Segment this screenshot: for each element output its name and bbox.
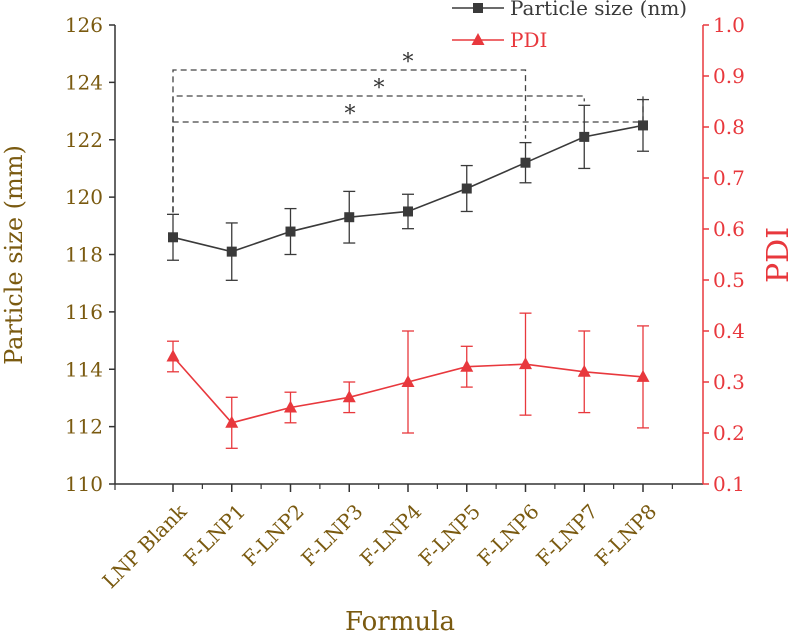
left-axis-tick-label: 116: [65, 300, 103, 324]
legend-marker-triangle: [471, 33, 485, 45]
left-axis-tick-label: 110: [65, 472, 103, 496]
data-point-square: [168, 232, 178, 243]
left-axis-tick-label: 120: [65, 185, 103, 209]
data-point-square: [226, 246, 237, 257]
x-axis-tick-label: F-LNP7: [531, 499, 602, 570]
right-axis-title: PDI: [761, 227, 796, 283]
x-axis-tick-label: F-LNP3: [296, 499, 367, 570]
x-axis-tick-label: F-LNP4: [355, 499, 426, 570]
significance-marker: *: [374, 76, 385, 101]
data-point-square: [285, 226, 296, 237]
right-axis-tick-label: 0.5: [713, 268, 745, 292]
data-point-triangle: [460, 359, 474, 372]
x-axis-tick-label: F-LNP6: [473, 499, 544, 570]
left-axis-tick-label: 112: [65, 415, 103, 439]
data-point-triangle: [636, 369, 650, 382]
x-axis-title: Formula: [345, 607, 455, 637]
x-axis-tick-label: F-LNP5: [414, 499, 485, 570]
data-point-square: [461, 183, 472, 194]
x-axis-tick-label: F-LNP8: [590, 499, 661, 570]
right-axis-tick-label: 0.6: [713, 217, 745, 241]
legend-marker-square: [473, 3, 483, 13]
x-axis-tick-label: F-LNP2: [238, 499, 309, 570]
legend-label: PDI: [510, 28, 547, 52]
right-axis-tick-label: 0.9: [713, 64, 745, 88]
data-point-square: [638, 120, 648, 131]
x-axis-tick-label: LNP Blank: [98, 499, 192, 593]
significance-bracket: [172, 95, 585, 213]
significance-marker: *: [403, 50, 414, 75]
data-point-triangle: [401, 375, 415, 387]
data-point-triangle: [284, 400, 297, 413]
data-point-triangle: [166, 349, 180, 362]
data-point-square: [579, 131, 590, 142]
data-point-square: [344, 212, 355, 223]
right-axis-tick-label: 0.8: [713, 115, 745, 139]
left-axis-tick-label: 122: [65, 128, 103, 152]
legend-label: Particle size (nm): [510, 0, 687, 20]
right-axis-tick-label: 0.1: [713, 472, 745, 496]
significance-marker: *: [345, 102, 356, 127]
x-axis-tick-label: F-LNP1: [179, 499, 250, 570]
data-point-square: [520, 157, 531, 168]
right-axis-tick-label: 0.2: [713, 421, 745, 445]
right-axis-tick-label: 0.4: [713, 319, 745, 343]
left-axis-tick-label: 124: [65, 70, 103, 94]
right-axis-tick-label: 1.0: [713, 13, 745, 37]
left-axis-tick-label: 114: [65, 357, 103, 381]
data-point-triangle: [577, 364, 591, 377]
series-line-particle-size: [172, 124, 644, 253]
left-axis-tick-label: 126: [65, 13, 103, 37]
right-axis-tick-label: 0.3: [713, 370, 745, 394]
data-point-square: [403, 206, 413, 217]
left-axis-title: Particle size (mm): [0, 145, 28, 365]
left-axis-tick-label: 118: [65, 243, 103, 267]
data-point-triangle: [519, 357, 532, 370]
data-point-triangle: [342, 390, 356, 403]
data-point-triangle: [225, 415, 239, 428]
right-axis-tick-label: 0.7: [713, 166, 745, 190]
